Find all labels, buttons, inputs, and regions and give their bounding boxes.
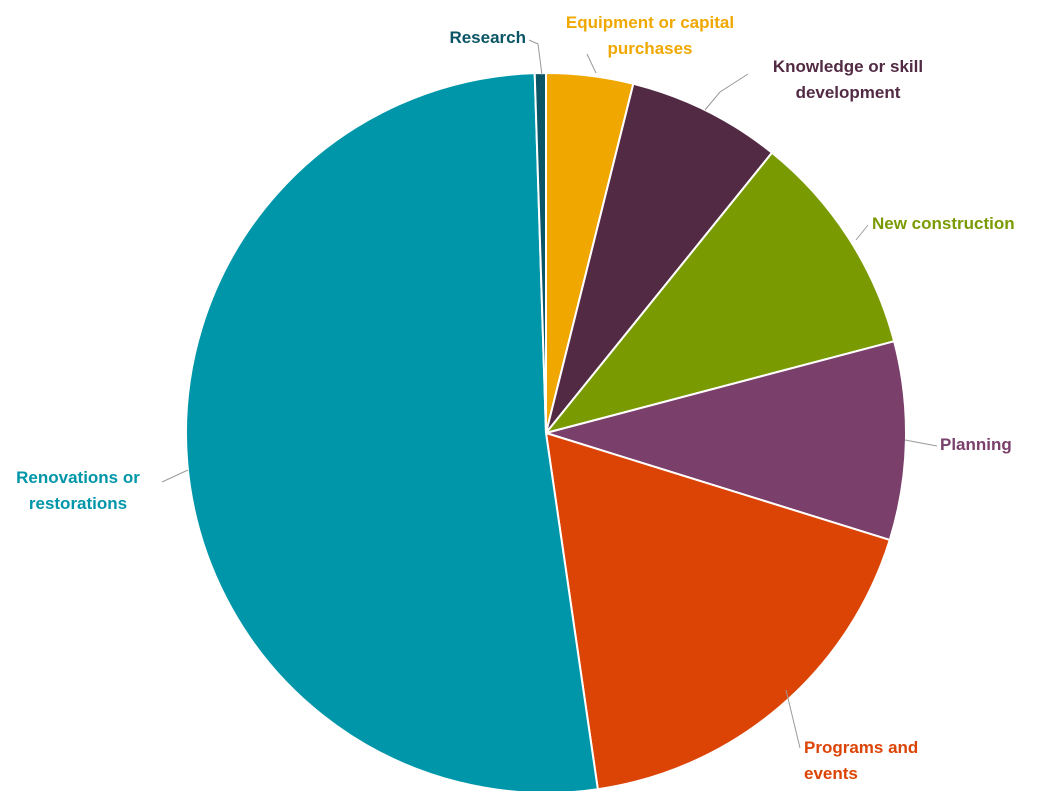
pie-slice bbox=[544, 431, 892, 791]
leader-line bbox=[704, 73, 749, 111]
slice-label: Programs and events bbox=[804, 738, 918, 783]
slice-label-line: Equipment or capital bbox=[566, 13, 734, 32]
leader-lines bbox=[161, 39, 938, 749]
slice-labels: Equipment or capital purchases Knowledge o… bbox=[16, 13, 1015, 783]
pie-slices bbox=[185, 71, 907, 791]
slice-label: Planning bbox=[940, 435, 1012, 454]
leader-line bbox=[161, 469, 189, 483]
slice-label-line: Research bbox=[449, 28, 526, 47]
slice-label-line: Programs and bbox=[804, 738, 918, 757]
slice-label-line: New construction bbox=[872, 214, 1015, 233]
slice-label-line: events bbox=[804, 764, 858, 783]
slice-label-line: Knowledge or skill bbox=[773, 57, 923, 76]
pie-slice bbox=[543, 151, 896, 435]
slice-label: Equipment or capital purchases bbox=[566, 13, 734, 58]
leader-line bbox=[586, 53, 597, 74]
pie-slice bbox=[545, 82, 774, 434]
slice-label-line: Planning bbox=[940, 435, 1012, 454]
leader-line bbox=[528, 39, 543, 76]
slice-label-line: purchases bbox=[607, 39, 692, 58]
slice-label-line: development bbox=[796, 83, 901, 102]
pie-slice bbox=[185, 72, 599, 791]
slice-label: Renovations or restorations bbox=[16, 468, 140, 513]
pie-slice bbox=[533, 71, 547, 434]
leader-line bbox=[855, 224, 869, 241]
slice-label: Knowledge or skill development bbox=[773, 57, 923, 102]
leader-line bbox=[785, 689, 801, 749]
slice-label-line: restorations bbox=[29, 494, 127, 513]
leader-line bbox=[904, 439, 938, 447]
pie-slice bbox=[542, 340, 907, 542]
slice-label: New construction bbox=[872, 214, 1015, 233]
slice-label: Research bbox=[449, 28, 526, 47]
slice-label-line: Renovations or bbox=[16, 468, 140, 487]
